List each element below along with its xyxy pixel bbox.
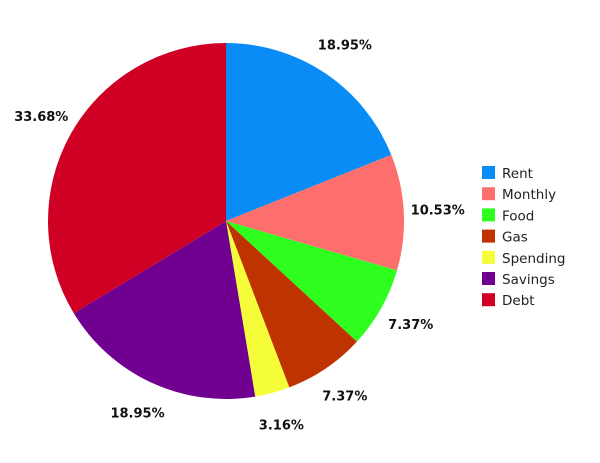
legend-item-debt: Debt xyxy=(482,293,535,309)
pie-slice-food xyxy=(226,221,398,342)
legend-item-rent: Rent xyxy=(482,166,533,182)
legend-item-food: Food xyxy=(482,208,534,224)
pie-slice-gas xyxy=(226,221,357,388)
pie-slice-debt xyxy=(47,43,226,314)
pie-slice-rent xyxy=(226,43,392,221)
pie-labels: 18.95% 10.53% 7.37% 7.37% 3.16% 18.95% 33.68% xyxy=(14,38,465,433)
legend-label-gas: Gas xyxy=(502,230,528,246)
slice-label-rent: 18.95% xyxy=(318,38,372,53)
legend-label-monthly: Monthly xyxy=(502,187,556,203)
legend: Rent Monthly Food Gas Spending Savings Debt xyxy=(482,166,565,309)
legend-item-gas: Gas xyxy=(482,229,528,246)
pie-slices xyxy=(47,43,404,399)
legend-swatch-monthly xyxy=(482,187,495,201)
legend-swatch-gas xyxy=(482,229,495,243)
legend-item-savings: Savings xyxy=(482,272,555,288)
slice-label-debt: 33.68% xyxy=(14,110,68,125)
legend-item-spending: Spending xyxy=(482,251,565,267)
pie-slice-savings xyxy=(73,221,256,399)
legend-swatch-spending xyxy=(482,250,495,264)
legend-label-spending: Spending xyxy=(502,251,565,267)
slice-label-food: 7.37% xyxy=(388,318,433,333)
legend-label-food: Food xyxy=(502,208,534,224)
slice-label-gas: 7.37% xyxy=(322,390,367,405)
legend-swatch-rent xyxy=(482,166,495,179)
pie-slice-monthly xyxy=(226,154,404,271)
legend-swatch-savings xyxy=(482,272,495,285)
legend-label-debt: Debt xyxy=(502,293,535,309)
slice-label-spending: 3.16% xyxy=(259,419,304,434)
legend-swatch-debt xyxy=(482,293,495,307)
legend-label-rent: Rent xyxy=(502,166,533,182)
legend-label-savings: Savings xyxy=(502,272,555,288)
pie-slice-spending xyxy=(226,221,290,397)
slice-label-savings: 18.95% xyxy=(110,407,164,422)
legend-swatch-food xyxy=(482,208,495,222)
slice-label-monthly: 10.53% xyxy=(411,204,465,219)
legend-item-monthly: Monthly xyxy=(482,187,556,203)
